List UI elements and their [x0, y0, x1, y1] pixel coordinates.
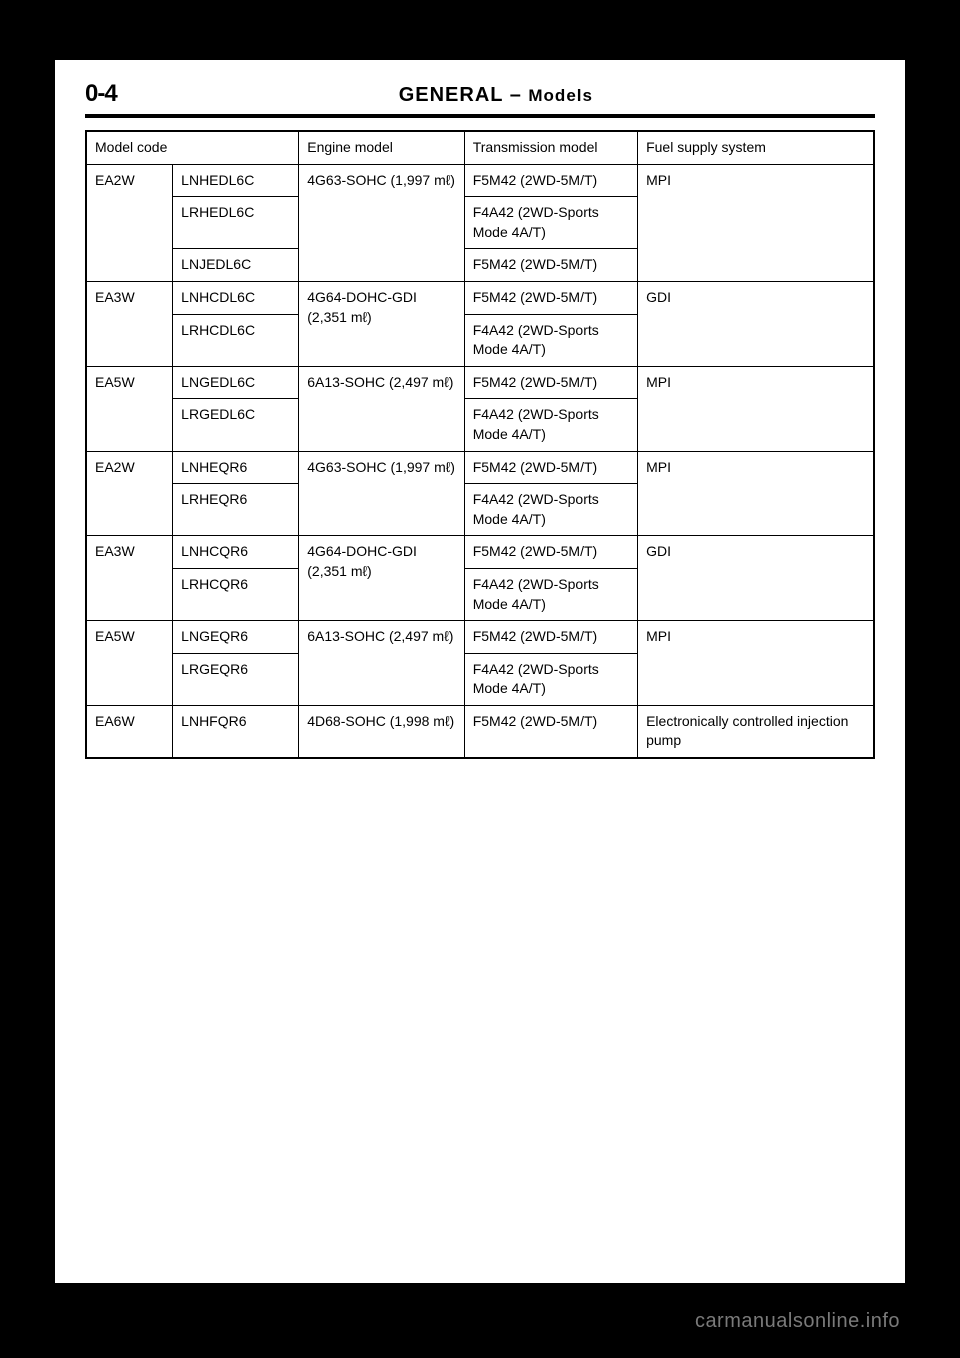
cell-model-prefix: EA3W	[86, 281, 173, 366]
cell-transmission: F4A42 (2WD-Sports Mode 4A/T)	[464, 484, 637, 536]
cell-model-suffix: LNHCQR6	[173, 536, 299, 569]
cell-model-suffix: LNGEQR6	[173, 621, 299, 654]
cell-model-suffix: LRHEDL6C	[173, 197, 299, 249]
page-header: 0-4 GENERAL – Models	[85, 80, 875, 118]
cell-model-suffix: LNGEDL6C	[173, 366, 299, 399]
cell-fuel: Electronically controlled injection pump	[638, 705, 874, 758]
title-main: GENERAL	[399, 84, 503, 106]
cell-transmission: F5M42 (2WD-5M/T)	[464, 281, 637, 314]
cell-model-prefix: EA2W	[86, 164, 173, 281]
col-fuel-supply: Fuel supply system	[638, 131, 874, 164]
cell-model-suffix: LRGEDL6C	[173, 399, 299, 451]
cell-transmission: F5M42 (2WD-5M/T)	[464, 366, 637, 399]
cell-engine: 4G64-DOHC-GDI (2,351 mℓ)	[299, 536, 464, 621]
cell-engine: 4D68-SOHC (1,998 mℓ)	[299, 705, 464, 758]
title-separator: –	[510, 84, 522, 106]
cell-transmission: F4A42 (2WD-Sports Mode 4A/T)	[464, 568, 637, 620]
cell-engine: 4G64-DOHC-GDI (2,351 mℓ)	[299, 281, 464, 366]
col-model-code: Model code	[86, 131, 299, 164]
table-row: EA5W LNGEDL6C 6A13-SOHC (2,497 mℓ) F5M42…	[86, 366, 874, 399]
cell-engine: 6A13-SOHC (2,497 mℓ)	[299, 366, 464, 451]
table-row: EA5W LNGEQR6 6A13-SOHC (2,497 mℓ) F5M42 …	[86, 621, 874, 654]
cell-transmission: F5M42 (2WD-5M/T)	[464, 249, 637, 282]
cell-model-suffix: LNHEDL6C	[173, 164, 299, 197]
cell-model-prefix: EA3W	[86, 536, 173, 621]
cell-model-prefix: EA2W	[86, 451, 173, 536]
cell-model-suffix: LNHEQR6	[173, 451, 299, 484]
cell-fuel: GDI	[638, 536, 874, 621]
col-transmission-model: Transmission model	[464, 131, 637, 164]
cell-fuel: MPI	[638, 451, 874, 536]
cell-engine: 4G63-SOHC (1,997 mℓ)	[299, 164, 464, 281]
cell-model-suffix: LNHCDL6C	[173, 281, 299, 314]
table-row: EA6W LNHFQR6 4D68-SOHC (1,998 mℓ) F5M42 …	[86, 705, 874, 758]
page-container: 0-4 GENERAL – Models Model code Engine m…	[55, 60, 905, 1283]
cell-fuel: MPI	[638, 621, 874, 706]
cell-transmission: F4A42 (2WD-Sports Mode 4A/T)	[464, 197, 637, 249]
cell-fuel: MPI	[638, 366, 874, 451]
cell-model-prefix: EA5W	[86, 366, 173, 451]
cell-engine: 6A13-SOHC (2,497 mℓ)	[299, 621, 464, 706]
table-body: EA2W LNHEDL6C 4G63-SOHC (1,997 mℓ) F5M42…	[86, 164, 874, 758]
table-row: EA2W LNHEDL6C 4G63-SOHC (1,997 mℓ) F5M42…	[86, 164, 874, 197]
cell-model-suffix: LRHEQR6	[173, 484, 299, 536]
cell-transmission: F5M42 (2WD-5M/T)	[464, 164, 637, 197]
col-engine-model: Engine model	[299, 131, 464, 164]
cell-model-prefix: EA5W	[86, 621, 173, 706]
table-header-row: Model code Engine model Transmission mod…	[86, 131, 874, 164]
page-title: GENERAL – Models	[117, 84, 875, 107]
cell-engine: 4G63-SOHC (1,997 mℓ)	[299, 451, 464, 536]
cell-model-suffix: LNHFQR6	[173, 705, 299, 758]
cell-transmission: F4A42 (2WD-Sports Mode 4A/T)	[464, 653, 637, 705]
models-table: Model code Engine model Transmission mod…	[85, 130, 875, 759]
cell-model-suffix: LRGEQR6	[173, 653, 299, 705]
cell-transmission: F4A42 (2WD-Sports Mode 4A/T)	[464, 314, 637, 366]
cell-model-suffix: LNJEDL6C	[173, 249, 299, 282]
table-row: EA3W LNHCQR6 4G64-DOHC-GDI (2,351 mℓ) F5…	[86, 536, 874, 569]
cell-model-prefix: EA6W	[86, 705, 173, 758]
cell-fuel: GDI	[638, 281, 874, 366]
title-subtitle: Models	[528, 86, 593, 105]
table-row: EA3W LNHCDL6C 4G64-DOHC-GDI (2,351 mℓ) F…	[86, 281, 874, 314]
cell-transmission: F5M42 (2WD-5M/T)	[464, 536, 637, 569]
table-row: EA2W LNHEQR6 4G63-SOHC (1,997 mℓ) F5M42 …	[86, 451, 874, 484]
watermark: carmanualsonline.info	[695, 1310, 900, 1333]
cell-transmission: F4A42 (2WD-Sports Mode 4A/T)	[464, 399, 637, 451]
cell-model-suffix: LRHCDL6C	[173, 314, 299, 366]
cell-fuel: MPI	[638, 164, 874, 281]
page-number: 0-4	[85, 80, 117, 108]
cell-transmission: F5M42 (2WD-5M/T)	[464, 451, 637, 484]
cell-model-suffix: LRHCQR6	[173, 568, 299, 620]
cell-transmission: F5M42 (2WD-5M/T)	[464, 621, 637, 654]
cell-transmission: F5M42 (2WD-5M/T)	[464, 705, 637, 758]
